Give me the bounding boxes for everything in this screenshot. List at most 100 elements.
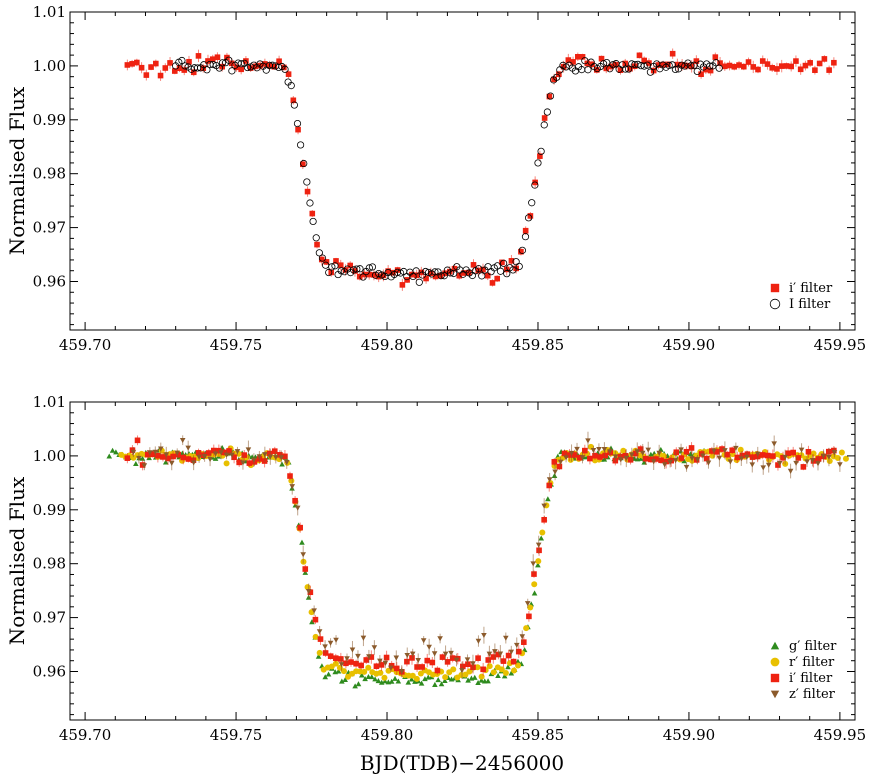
data-point: [271, 63, 278, 70]
data-point: [165, 455, 171, 462]
data-point: [223, 460, 230, 467]
data-point: [388, 665, 394, 671]
data-point: [648, 456, 654, 463]
data-point: [143, 72, 150, 78]
data-point: [209, 56, 216, 62]
bottom-x-tick-label: 459.75: [210, 726, 263, 744]
data-point: [201, 454, 208, 460]
data-point: [316, 649, 323, 656]
data-point: [390, 269, 396, 276]
data-point: [842, 455, 849, 462]
legend-item: I filter: [769, 297, 831, 312]
legend-item: r′ filter: [770, 655, 835, 670]
data-point: [754, 451, 761, 457]
data-point: [378, 271, 386, 279]
data-point: [609, 61, 617, 69]
data-point: [234, 449, 241, 455]
data-point: [508, 258, 515, 264]
data-point: [656, 450, 662, 456]
data-point: [409, 272, 417, 281]
legend-label: z′ filter: [789, 687, 836, 702]
data-point: [798, 447, 805, 453]
data-point: [424, 657, 431, 664]
data-point: [421, 267, 430, 276]
data-point: [338, 656, 344, 662]
data-point: [283, 460, 290, 466]
data-point: [245, 447, 252, 453]
data-point: [508, 649, 515, 655]
data-point: [368, 263, 377, 271]
data-point: [130, 449, 137, 455]
data-point: [450, 269, 458, 278]
data-point: [243, 63, 252, 72]
data-point: [295, 126, 301, 133]
data-point: [518, 248, 524, 255]
data-point: [368, 674, 375, 680]
data-point: [669, 50, 676, 57]
data-point: [212, 451, 219, 457]
data-point: [446, 269, 455, 277]
data-point: [515, 648, 522, 655]
data-point: [464, 657, 471, 663]
data-point: [523, 625, 530, 632]
data-point: [717, 60, 723, 66]
data-point: [290, 97, 297, 104]
data-point: [203, 66, 211, 74]
data-point: [660, 61, 666, 68]
data-point: [214, 54, 221, 61]
data-point: [607, 449, 613, 455]
data-point: [442, 270, 448, 277]
data-point: [420, 638, 427, 644]
data-point: [631, 63, 638, 69]
data-point: [493, 262, 501, 270]
data-point: [240, 460, 246, 466]
data-point: [478, 673, 485, 680]
data-point: [437, 272, 444, 279]
bottom-panel-frame: [69, 401, 856, 721]
data-point: [434, 667, 441, 674]
data-point: [432, 273, 439, 280]
top-x-tick-label: 459.90: [663, 336, 716, 354]
data-point: [541, 503, 547, 509]
bottom-y-tick-label: 0.98: [33, 555, 66, 573]
data-point: [769, 65, 776, 71]
data-point: [552, 469, 558, 475]
data-point: [409, 655, 415, 661]
data-point: [456, 272, 463, 279]
legend-item: i′ filter: [770, 281, 833, 296]
data-point: [327, 653, 334, 659]
data-point: [328, 263, 336, 271]
data-point: [381, 674, 388, 681]
data-point: [440, 272, 448, 280]
data-point: [148, 64, 154, 70]
top-series-ifilter: [172, 56, 723, 286]
data-point: [333, 637, 339, 643]
data-point: [415, 278, 423, 286]
data-point: [365, 664, 372, 671]
data-point: [331, 262, 339, 270]
data-point: [409, 672, 416, 679]
data-point: [780, 455, 786, 461]
data-point: [485, 657, 492, 663]
data-point: [236, 459, 242, 466]
top-x-tick-label: 459.95: [814, 336, 867, 354]
data-point: [774, 66, 780, 72]
data-point: [300, 552, 306, 558]
data-point: [492, 649, 498, 655]
data-point: [393, 655, 400, 661]
data-point: [311, 608, 317, 614]
data-point: [729, 447, 736, 454]
data-point: [226, 448, 232, 454]
data-point: [181, 62, 189, 70]
data-point: [683, 464, 690, 470]
data-point: [738, 456, 745, 462]
data-point: [760, 465, 767, 471]
data-point: [442, 677, 448, 683]
data-point: [300, 161, 306, 168]
data-point: [566, 452, 573, 458]
bottom-panel-data-points: [106, 431, 849, 689]
data-point: [639, 450, 646, 456]
data-point: [684, 62, 690, 69]
data-point: [537, 153, 543, 159]
